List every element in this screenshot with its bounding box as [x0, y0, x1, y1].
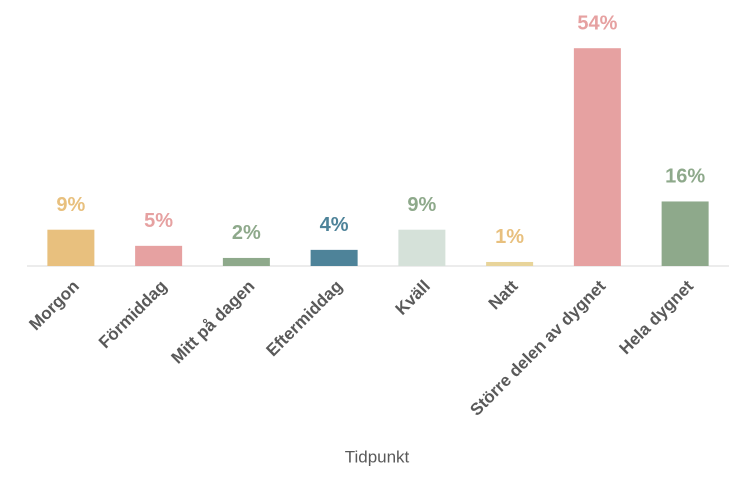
x-tick-label: Natt	[485, 276, 522, 313]
bar	[47, 229, 95, 266]
data-label: 5%	[144, 210, 173, 232]
bar	[398, 229, 446, 266]
bar	[135, 245, 183, 266]
x-tick-label: Mitt på dagen	[167, 277, 258, 368]
data-label: 1%	[495, 226, 524, 248]
data-label: 16%	[665, 166, 705, 188]
bar	[222, 257, 270, 266]
data-label: 2%	[232, 222, 261, 244]
x-tick-label: Hela dygnet	[616, 276, 698, 358]
x-tick-label: Förmiddag	[95, 277, 171, 353]
bar	[486, 261, 534, 266]
data-label: 9%	[407, 194, 436, 216]
bar	[573, 48, 621, 267]
bar	[310, 249, 358, 266]
x-tick-label: Morgon	[25, 277, 83, 335]
x-tick-label: Kväll	[392, 277, 434, 319]
bar	[661, 201, 709, 266]
data-label: 4%	[320, 214, 349, 236]
data-label: 9%	[56, 194, 85, 216]
x-tick-label: Eftermiddag	[263, 277, 347, 361]
data-label: 54%	[577, 12, 617, 34]
x-axis-title: Tidpunkt	[345, 447, 410, 466]
